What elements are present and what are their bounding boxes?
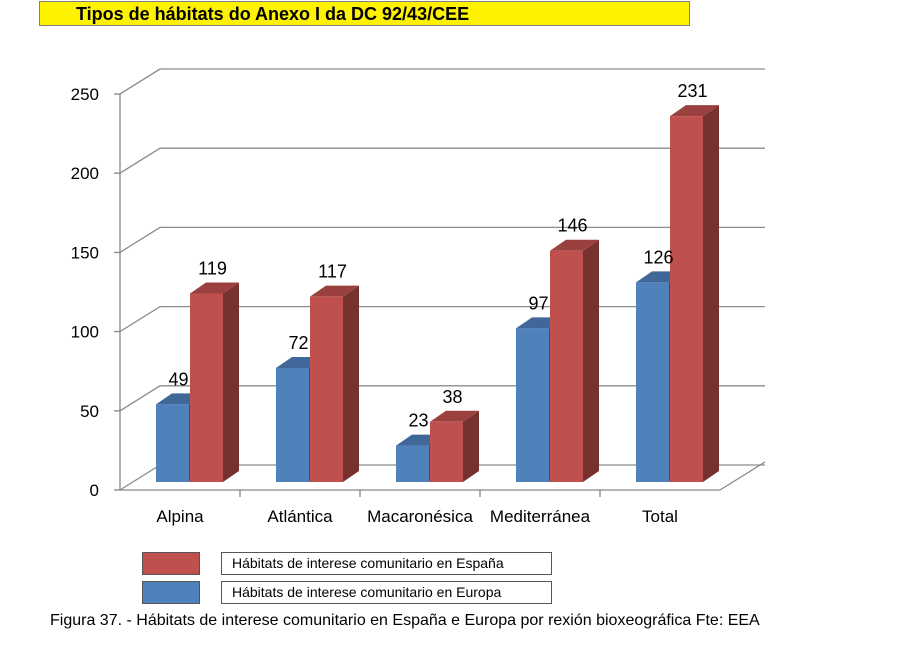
bar-side (223, 282, 239, 482)
data-label-espana-4: 231 (677, 81, 707, 101)
y-tick-label: 150 (71, 243, 99, 262)
bar-front (310, 296, 343, 482)
bar-espana-1 (310, 285, 359, 482)
bar-front (670, 116, 703, 482)
x-tick-label: Mediterránea (490, 507, 591, 526)
data-label-espana-3: 146 (557, 216, 587, 236)
chart-labels: Alpina Atlántica Macaronésica Mediterránea T… (156, 81, 707, 526)
data-label-europa-1: 72 (288, 333, 308, 353)
legend-label-europa: Hábitats de interese comunitario en Euro… (221, 581, 552, 604)
bar-front (396, 445, 429, 482)
data-label-espana-1: 117 (318, 262, 347, 282)
bar-side (343, 285, 359, 482)
y-tick-label: 100 (71, 323, 99, 342)
chart-title-box: Tipos de hábitats do Anexo I da DC 92/43… (39, 1, 690, 26)
gridline-250 (119, 68, 765, 95)
floor-right-edge (719, 461, 766, 491)
figure-caption: Figura 37. - Hábitats de interese comuni… (50, 612, 760, 629)
bar-side (463, 410, 479, 482)
x-tick-label: Total (642, 507, 678, 526)
bar-front (430, 421, 463, 482)
y-tick-label: 200 (71, 164, 99, 183)
data-label-europa-3: 97 (528, 293, 548, 313)
bar-top (190, 282, 239, 294)
y-tick-label: 250 (71, 85, 99, 104)
y-tick-label: 50 (80, 402, 99, 421)
bar-front (156, 404, 189, 482)
data-label-europa-4: 126 (643, 247, 673, 267)
bar-front (276, 367, 309, 482)
bar-front (636, 282, 669, 482)
bar-side (703, 105, 719, 482)
bar-top (310, 285, 359, 297)
bar-front (550, 250, 583, 482)
x-tick-label: Alpina (156, 507, 204, 526)
gridline-150 (119, 226, 765, 253)
bar-front (516, 328, 549, 482)
bar-chart: 0 50 100 150 200 250 Alpina Atlántica Macaronés… (71, 68, 766, 526)
y-tick-label: 0 (90, 481, 99, 500)
chart-axis: 0 50 100 150 200 250 (71, 85, 601, 500)
bar-front (190, 293, 223, 482)
x-tick-label: Macaronésica (367, 507, 473, 526)
bar-espana-3 (550, 239, 599, 482)
data-label-europa-2: 23 (408, 411, 428, 431)
gridline-200 (119, 147, 765, 174)
x-tick-label: Atlántica (267, 507, 333, 526)
chart-bars (156, 105, 719, 482)
chart-title: Tipos de hábitats do Anexo I da DC 92/43… (76, 4, 470, 24)
data-label-espana-2: 38 (442, 387, 462, 407)
legend-swatch-espana (142, 552, 200, 575)
legend-label-espana: Hábitats de interese comunitario en Espa… (221, 552, 552, 575)
data-label-espana-0: 119 (198, 259, 227, 279)
bar-top (430, 410, 479, 422)
bar-top (550, 239, 599, 251)
bar-top (670, 105, 719, 117)
data-label-europa-0: 49 (168, 369, 188, 389)
bar-espana-4 (670, 105, 719, 482)
bar-side (583, 239, 599, 482)
bar-espana-0 (190, 282, 239, 482)
bar-espana-2 (430, 410, 479, 482)
legend-swatch-europa (142, 581, 200, 604)
